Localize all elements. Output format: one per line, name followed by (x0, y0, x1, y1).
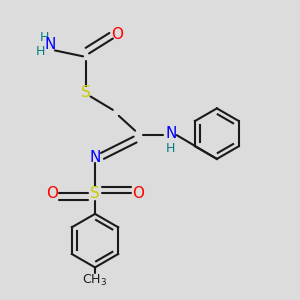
Text: O: O (46, 186, 58, 201)
Text: H: H (40, 31, 49, 44)
Text: H: H (35, 45, 45, 58)
Text: O: O (111, 27, 123, 42)
Text: N: N (45, 37, 56, 52)
Text: CH$_3$: CH$_3$ (82, 273, 108, 288)
Text: N: N (89, 150, 101, 165)
Text: N: N (165, 126, 176, 141)
Text: H: H (166, 142, 176, 155)
Text: O: O (132, 186, 144, 201)
Text: S: S (81, 85, 91, 100)
Text: S: S (90, 186, 100, 201)
